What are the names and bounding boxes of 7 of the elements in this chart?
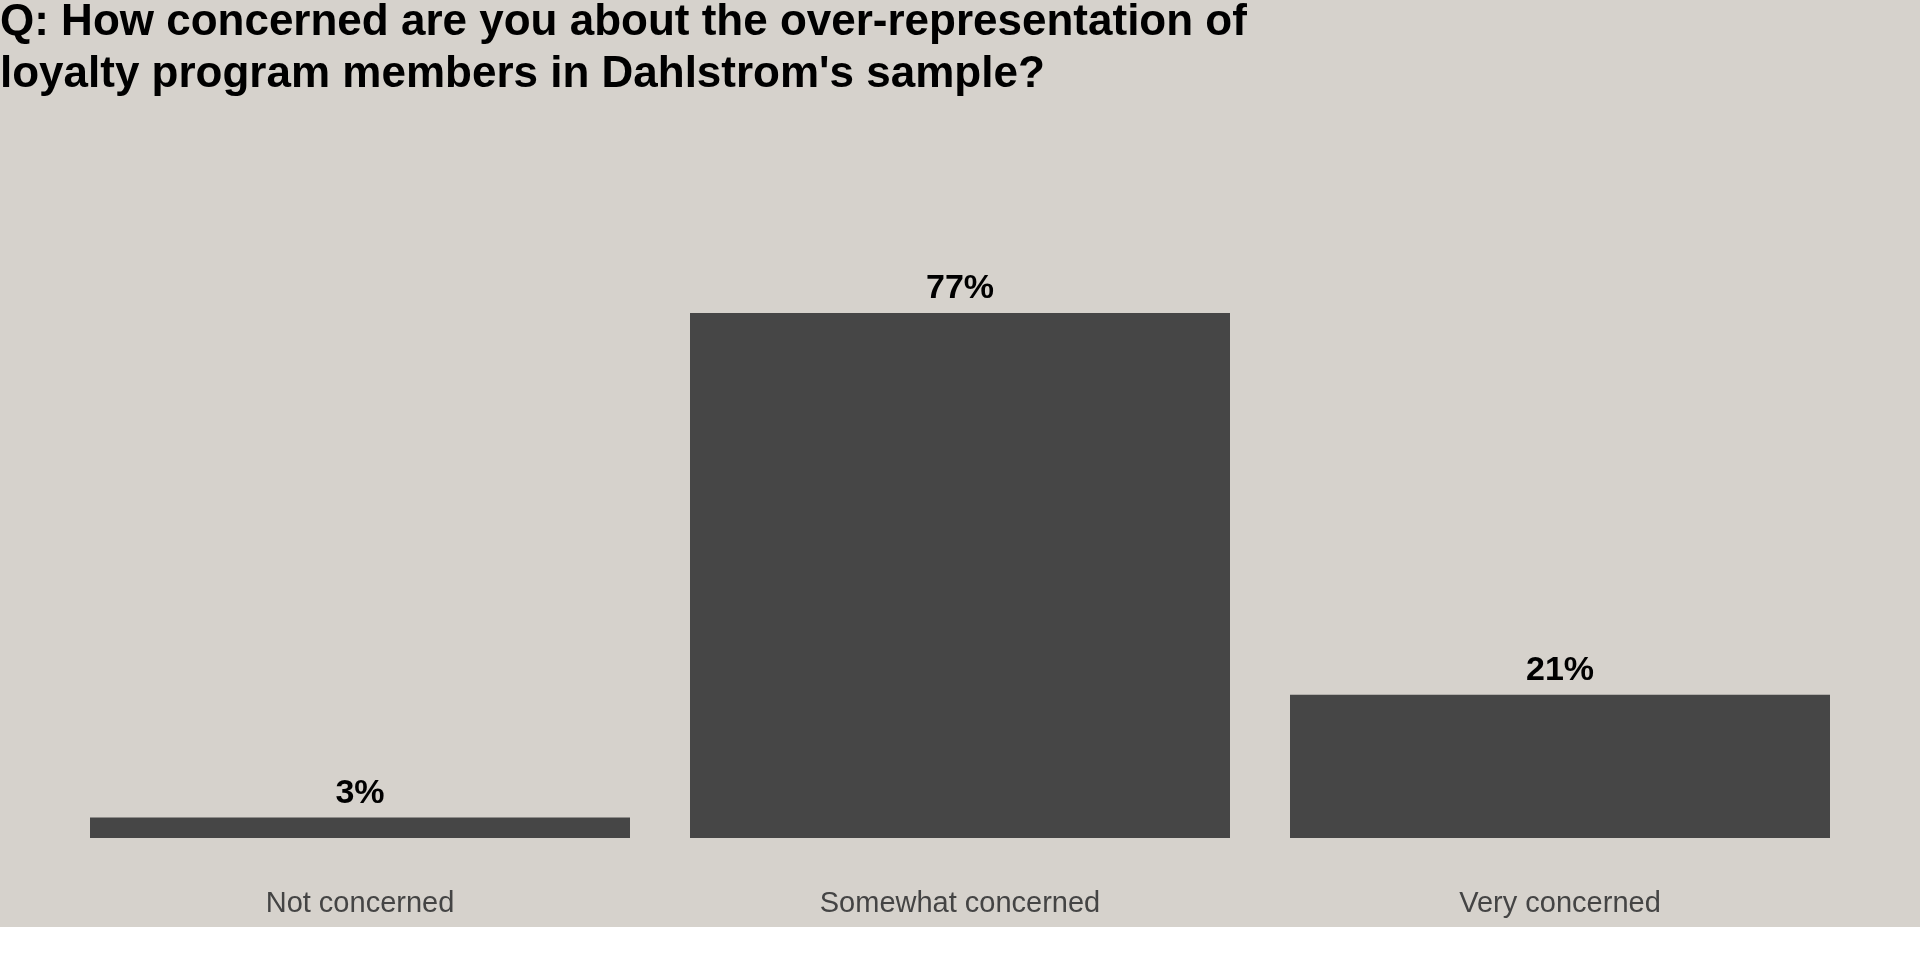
x-tick-label: Not concerned bbox=[265, 885, 455, 918]
chart-title: Q: How concerned are you about the over-representation of loyalty program members in Dahlstrom's sample? bbox=[0, 0, 1248, 96]
x-tick-label: Very concerned bbox=[1459, 885, 1661, 918]
data-label: 3% bbox=[335, 771, 385, 810]
data-label: 21% bbox=[1525, 648, 1595, 687]
x-tick-label: Somewhat concerned bbox=[819, 885, 1101, 918]
data-label: 77% bbox=[925, 267, 995, 305]
